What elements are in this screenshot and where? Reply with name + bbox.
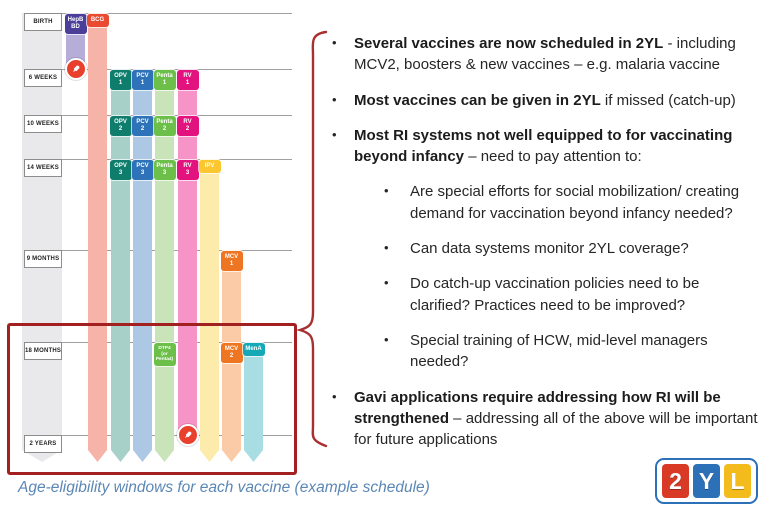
dose-badge-dtp4orpenta4: DTP4 (or Penta4) xyxy=(153,343,176,366)
dose-badge-pcv2: PCV 2 xyxy=(131,116,154,137)
bullet-item-7: • Special training of HCW, mid-level mana… xyxy=(332,330,762,373)
bullet-item-2: • Most vaccines can be given in 2YL if mi… xyxy=(332,90,762,111)
bullet-marker: • xyxy=(384,275,389,291)
bullet-item-1: • Several vaccines are now scheduled in 2… xyxy=(332,33,762,76)
bullet-text: Gavi applications require addressing how… xyxy=(354,388,758,449)
bullet-list: • Several vaccines are now scheduled in 2… xyxy=(332,33,762,464)
age-gridline xyxy=(24,13,292,14)
bullet-text: Several vaccines are now scheduled in 2Y… xyxy=(354,35,736,74)
vaccine-window-ipv xyxy=(200,159,219,462)
brace-connector xyxy=(295,30,328,448)
dose-badge-rv2: RV 2 xyxy=(176,116,199,137)
bullet-text: Do catch-up vaccination policies need to… xyxy=(410,275,700,314)
age-label: 6 WEEKS xyxy=(24,69,62,87)
2yl-highlight-rect xyxy=(7,323,297,475)
dose-badge-mcv1: MCV 1 xyxy=(220,251,243,272)
bullet-text: Special training of HCW, mid-level manag… xyxy=(410,331,708,371)
dose-badge-hepbbd: HepB BD xyxy=(64,14,87,35)
bullet-item-5: • Can data systems monitor 2YL coverage? xyxy=(332,238,762,259)
bullet-marker: • xyxy=(332,388,337,404)
bullet-text: Most vaccines can be given in 2YL if mis… xyxy=(354,91,736,109)
age-label: BIRTH xyxy=(24,13,62,31)
dose-badge-mena: MenA xyxy=(242,343,265,357)
bullet-marker: • xyxy=(332,126,337,142)
bullet-marker: • xyxy=(384,240,389,256)
bullet-text: Are special efforts for social mobilizat… xyxy=(410,183,740,222)
bullet-text: Most RI systems not well equipped to for… xyxy=(354,126,733,166)
dose-badge-mcv2: MCV 2 xyxy=(220,343,243,364)
chart-caption: Age-eligibility windows for each vaccine… xyxy=(18,479,430,496)
age-label: 2 YEARS xyxy=(24,435,62,453)
age-label: 14 WEEKS xyxy=(24,159,62,177)
dose-badge-pcv1: PCV 1 xyxy=(131,70,154,91)
dose-badge-penta1: Penta 1 xyxy=(153,70,176,91)
syringe-icon xyxy=(176,424,199,446)
bullet-marker: • xyxy=(384,183,389,199)
dose-badge-penta3: Penta 3 xyxy=(153,160,176,181)
bullet-marker: • xyxy=(332,35,337,50)
dose-badge-rv1: RV 1 xyxy=(176,70,199,91)
vaccine-window-bcg xyxy=(88,13,107,462)
bullet-item-8: • Gavi applications require addressing ho… xyxy=(332,387,762,451)
dose-badge-opv1: OPV 1 xyxy=(109,70,132,91)
bullet-marker: • xyxy=(384,331,389,347)
bullet-item-4: • Are special efforts for social mobiliza… xyxy=(332,181,762,224)
dose-badge-rv3: RV 3 xyxy=(176,160,199,181)
bullet-text: Can data systems monitor 2YL coverage? xyxy=(410,240,689,258)
dose-badge-bcg: BCG xyxy=(86,14,109,28)
age-axis-column xyxy=(22,13,62,462)
dose-badge-ipv: IPV xyxy=(198,160,221,174)
logo-letter-2: 2 xyxy=(662,464,689,498)
vaccine-window-mena xyxy=(244,342,263,462)
logo-letter-y: Y xyxy=(693,464,720,498)
age-label: 9 MONTHS xyxy=(24,250,62,268)
age-label: 10 WEEKS xyxy=(24,115,62,133)
bullet-marker: • xyxy=(332,91,337,107)
syringe-icon xyxy=(64,58,87,80)
logo-letter-l: L xyxy=(724,464,751,498)
dose-badge-opv3: OPV 3 xyxy=(109,160,132,181)
bullet-item-6: • Do catch-up vaccination policies need t… xyxy=(332,273,762,316)
age-label: 18 MONTHS xyxy=(24,342,62,360)
bullet-item-3: • Most RI systems not well equipped to fo… xyxy=(332,125,762,168)
dose-badge-opv2: OPV 2 xyxy=(109,116,132,137)
dose-badge-pcv3: PCV 3 xyxy=(131,160,154,181)
dose-badge-penta2: Penta 2 xyxy=(153,116,176,137)
